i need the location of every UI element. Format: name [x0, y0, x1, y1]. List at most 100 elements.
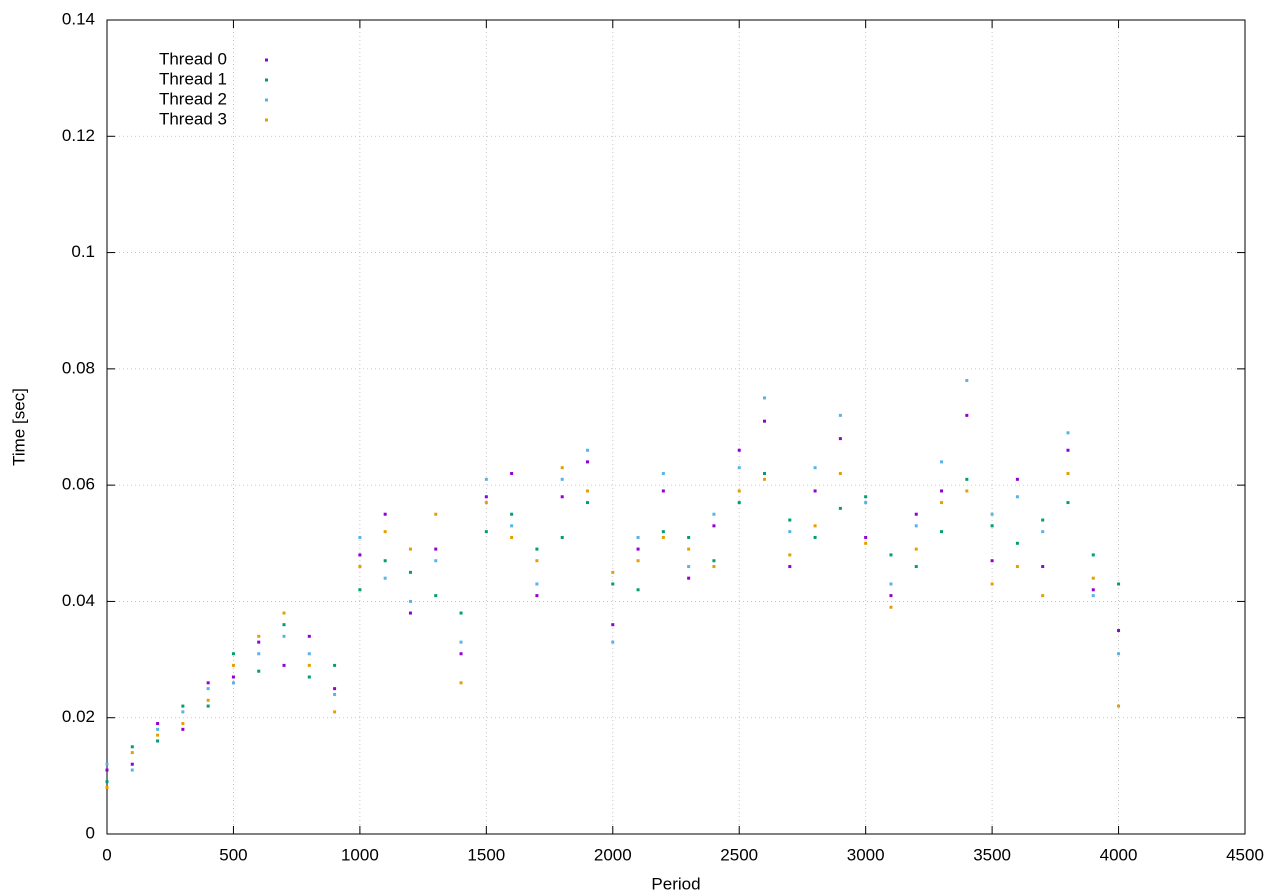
- y-tick-label: 0.04: [62, 591, 95, 610]
- point: [257, 640, 261, 644]
- point: [231, 652, 235, 656]
- y-tick-label: 0: [86, 823, 95, 842]
- point: [358, 553, 362, 557]
- point: [990, 524, 994, 528]
- point: [484, 501, 488, 505]
- point: [712, 559, 716, 563]
- point: [358, 535, 362, 539]
- point: [940, 460, 944, 464]
- point: [1117, 629, 1121, 632]
- point: [889, 553, 893, 557]
- point: [1091, 588, 1095, 592]
- point: [914, 512, 918, 516]
- x-tick-label: 2500: [720, 845, 758, 864]
- point: [105, 780, 109, 784]
- point: [231, 681, 235, 685]
- point: [282, 611, 286, 615]
- point: [510, 472, 514, 476]
- point: [1066, 448, 1070, 452]
- point: [358, 588, 362, 592]
- point: [231, 663, 235, 667]
- point: [914, 547, 918, 551]
- point: [282, 663, 286, 667]
- point: [788, 530, 792, 534]
- point: [611, 570, 615, 574]
- y-tick-label: 0.14: [62, 9, 95, 28]
- point: [333, 663, 337, 667]
- legend-label: Thread 0: [159, 49, 227, 68]
- x-tick-label: 2000: [594, 845, 632, 864]
- point: [687, 565, 691, 569]
- point: [459, 611, 463, 615]
- point: [130, 768, 134, 772]
- point: [687, 535, 691, 539]
- point: [965, 378, 969, 382]
- point: [307, 663, 311, 667]
- point: [181, 710, 185, 714]
- point: [307, 652, 311, 656]
- point: [1041, 594, 1045, 598]
- point: [130, 762, 134, 766]
- point: [510, 512, 514, 516]
- y-tick-label: 0.02: [62, 707, 95, 726]
- point: [763, 396, 767, 400]
- point: [181, 704, 185, 708]
- point: [307, 634, 311, 638]
- point: [788, 518, 792, 522]
- point: [838, 413, 842, 417]
- point: [1015, 541, 1019, 545]
- point: [965, 477, 969, 481]
- point: [712, 565, 716, 569]
- point: [813, 466, 817, 470]
- legend-label: Thread 1: [159, 69, 227, 88]
- point: [1041, 530, 1045, 534]
- y-tick-label: 0.06: [62, 475, 95, 494]
- point: [737, 448, 741, 452]
- x-tick-label: 1500: [467, 845, 505, 864]
- point: [661, 535, 665, 539]
- point: [206, 698, 210, 702]
- point: [560, 466, 564, 470]
- point: [1117, 704, 1121, 708]
- point: [206, 704, 210, 708]
- point: [788, 565, 792, 569]
- point: [535, 582, 539, 586]
- point: [408, 599, 412, 603]
- point: [940, 489, 944, 493]
- point: [560, 535, 564, 539]
- point: [434, 559, 438, 563]
- point: [1041, 565, 1045, 569]
- point: [560, 477, 564, 481]
- point: [333, 710, 337, 714]
- point: [838, 437, 842, 441]
- point: [611, 623, 615, 627]
- x-tick-label: 500: [219, 845, 247, 864]
- point: [1041, 518, 1045, 522]
- point: [130, 751, 134, 755]
- point: [611, 640, 615, 644]
- point: [838, 472, 842, 476]
- point: [687, 547, 691, 551]
- y-tick-label: 0.12: [62, 126, 95, 145]
- point: [510, 524, 514, 528]
- point: [636, 547, 640, 551]
- x-tick-label: 4500: [1226, 845, 1264, 864]
- point: [130, 745, 134, 749]
- point: [636, 588, 640, 592]
- point: [333, 687, 337, 691]
- point: [864, 535, 868, 539]
- point: [813, 535, 817, 539]
- point: [940, 530, 944, 534]
- point: [611, 582, 615, 586]
- point: [864, 501, 868, 505]
- point: [990, 512, 994, 516]
- y-axis-label: Time [sec]: [9, 388, 28, 466]
- point: [434, 512, 438, 516]
- point: [206, 687, 210, 691]
- point: [459, 640, 463, 644]
- point: [788, 553, 792, 557]
- point: [1066, 431, 1070, 435]
- point: [257, 634, 261, 638]
- point: [383, 559, 387, 563]
